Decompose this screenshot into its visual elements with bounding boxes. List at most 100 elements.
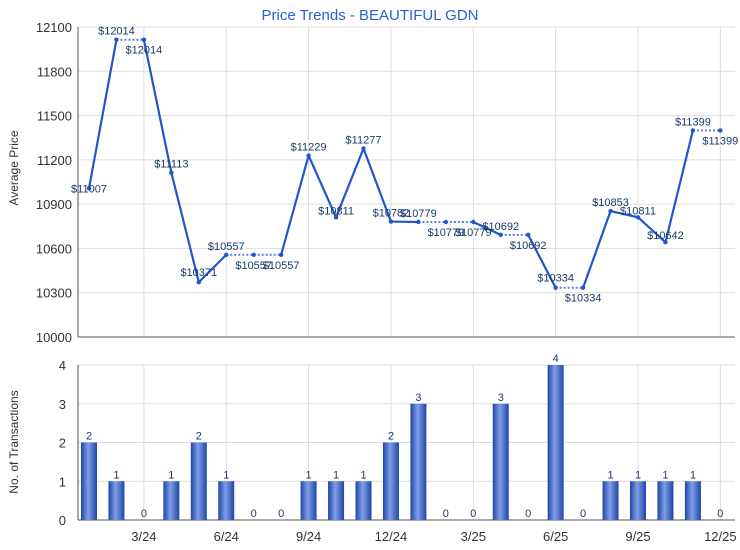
bar-label: 1 <box>690 469 696 481</box>
data-label: $10557 <box>263 260 300 272</box>
bar <box>328 481 345 520</box>
bar-label: 0 <box>251 508 257 520</box>
data-label: $10371 <box>180 267 217 279</box>
bar <box>684 481 701 520</box>
data-label: $10334 <box>537 273 574 285</box>
data-point <box>416 219 421 225</box>
data-label: $12014 <box>98 26 135 38</box>
data-label: $11229 <box>291 142 327 154</box>
data-point <box>718 128 723 133</box>
x-tick-label: 9/24 <box>296 529 321 544</box>
y-tick-label: 4 <box>59 358 66 373</box>
data-point <box>196 280 201 285</box>
x-tick-label: 3/25 <box>461 529 486 544</box>
bar <box>108 481 125 520</box>
line-segment <box>582 210 612 289</box>
bar-label: 1 <box>607 469 613 481</box>
data-point <box>224 252 229 257</box>
data-point <box>333 215 339 220</box>
data-point <box>526 232 531 238</box>
data-label: $10692 <box>510 240 547 252</box>
bar-label: 0 <box>470 508 476 520</box>
x-tick-label: 3/24 <box>131 529 156 544</box>
data-point <box>169 170 174 175</box>
data-point <box>388 219 394 224</box>
data-label: $11007 <box>71 183 107 195</box>
bar-label: 1 <box>662 469 668 481</box>
line-segment <box>198 253 228 284</box>
line-segment <box>280 155 310 256</box>
bar <box>630 481 646 520</box>
bar <box>190 442 207 520</box>
bar <box>355 481 372 520</box>
data-label: $10779 <box>455 227 492 239</box>
line-segment <box>610 210 639 219</box>
data-label: $11399 <box>675 116 711 128</box>
data-label: $11113 <box>154 159 188 171</box>
data-point <box>443 219 449 225</box>
data-label: $10692 <box>482 221 519 233</box>
line-segment <box>170 172 200 283</box>
y-tick-label: 11800 <box>37 64 72 79</box>
data-point <box>663 240 668 245</box>
chart-title: Price Trends - BEAUTIFUL GDN <box>262 7 479 24</box>
bar <box>382 442 399 520</box>
data-label: $10811 <box>620 205 656 217</box>
data-label: $10811 <box>318 205 354 217</box>
bar-label: 0 <box>443 508 449 520</box>
data-label: $10642 <box>647 230 684 242</box>
bar-label: 1 <box>168 469 174 481</box>
bar-label: 3 <box>415 392 421 404</box>
line-segment <box>527 234 557 289</box>
line-segment <box>362 148 392 222</box>
data-point <box>635 215 641 220</box>
y-tick-label: 10000 <box>36 330 72 345</box>
data-point <box>114 37 119 42</box>
bar <box>218 481 235 520</box>
data-point <box>608 208 613 214</box>
data-point <box>690 128 696 133</box>
bar <box>657 481 674 520</box>
x-tick-label: 6/25 <box>543 529 568 544</box>
x-tick-label: 12/25 <box>704 529 737 544</box>
y-tick-label: 11200 <box>37 153 72 168</box>
data-point <box>251 252 256 257</box>
bar-label: 0 <box>580 508 586 520</box>
data-label: $12014 <box>126 45 163 57</box>
bar-label: 2 <box>196 431 202 443</box>
data-label: $11399 <box>702 135 738 147</box>
data-point <box>580 285 586 290</box>
bar-label: 1 <box>223 469 229 481</box>
y-tick-label: 10300 <box>36 286 72 301</box>
data-label: $11277 <box>346 134 382 146</box>
bar <box>492 403 509 520</box>
bar-label: 2 <box>388 431 394 443</box>
y-axis-label-price: Average Price <box>7 130 21 205</box>
bar-label: 0 <box>525 508 531 520</box>
bar <box>163 481 180 520</box>
data-point <box>498 232 503 238</box>
y-tick-label: 10900 <box>36 197 72 212</box>
bar <box>300 481 317 520</box>
line-segment <box>87 39 118 189</box>
bar-label: 1 <box>360 469 366 481</box>
bar-label: 1 <box>333 469 339 481</box>
data-point <box>86 186 92 191</box>
line-segment <box>307 155 338 218</box>
bar-label: 0 <box>717 508 723 520</box>
line-segment <box>142 39 173 173</box>
bar-label: 1 <box>306 469 312 481</box>
data-label: $10557 <box>208 241 245 253</box>
y-tick-label: 12100 <box>36 20 72 35</box>
y-tick-label: 3 <box>59 397 66 412</box>
y-axis-label-transactions: No. of Transactions <box>7 390 21 493</box>
data-point <box>278 252 284 257</box>
data-label: $10334 <box>565 293 602 305</box>
y-tick-label: 11500 <box>37 109 72 124</box>
data-label: $10779 <box>427 227 464 239</box>
bar-label: 1 <box>113 469 119 481</box>
bar <box>602 481 619 520</box>
data-label: $10782 <box>373 208 410 220</box>
